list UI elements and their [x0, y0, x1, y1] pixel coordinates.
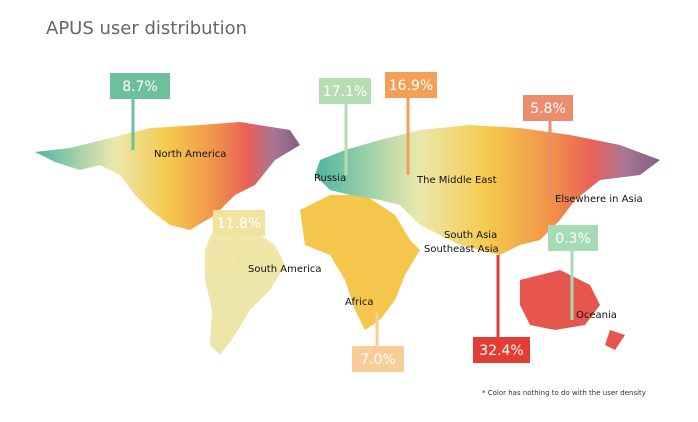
region-label: Oceania	[576, 310, 617, 321]
region-label: Russia	[314, 173, 346, 184]
title: APUS user distribution	[46, 18, 247, 39]
region-label: Elsewhere in Asia	[555, 194, 643, 205]
callout-value: 32.4%	[479, 343, 523, 359]
region-label: The Middle East	[416, 175, 497, 186]
footnote: * Color has nothing to do with the user …	[482, 389, 646, 397]
region-label: Africa	[345, 297, 374, 308]
continents	[35, 122, 660, 355]
callout-box	[523, 95, 573, 121]
callout-box	[548, 225, 598, 251]
callout-box	[213, 210, 265, 236]
callout-value: 8.7%	[122, 79, 158, 95]
region-label: Southeast Asia	[424, 244, 499, 255]
callout-box	[319, 78, 371, 104]
callout-value: 16.9%	[389, 78, 433, 94]
labels: North America Russia The Middle East Elsewh…	[110, 72, 643, 372]
callout-box	[352, 346, 404, 372]
region-label: North America	[154, 149, 226, 160]
region-label: South America	[248, 264, 322, 275]
callout-value: 5.8%	[530, 101, 566, 117]
callout-value: 0.3%	[555, 231, 591, 247]
callout-box	[473, 337, 530, 363]
callout-box	[110, 73, 170, 99]
region-label: South Asia	[444, 230, 497, 241]
callout-value: 11.8%	[217, 216, 261, 232]
callout-box	[385, 72, 437, 98]
callout-value: 17.1%	[323, 84, 367, 100]
callout-value: 7.0%	[360, 352, 396, 368]
